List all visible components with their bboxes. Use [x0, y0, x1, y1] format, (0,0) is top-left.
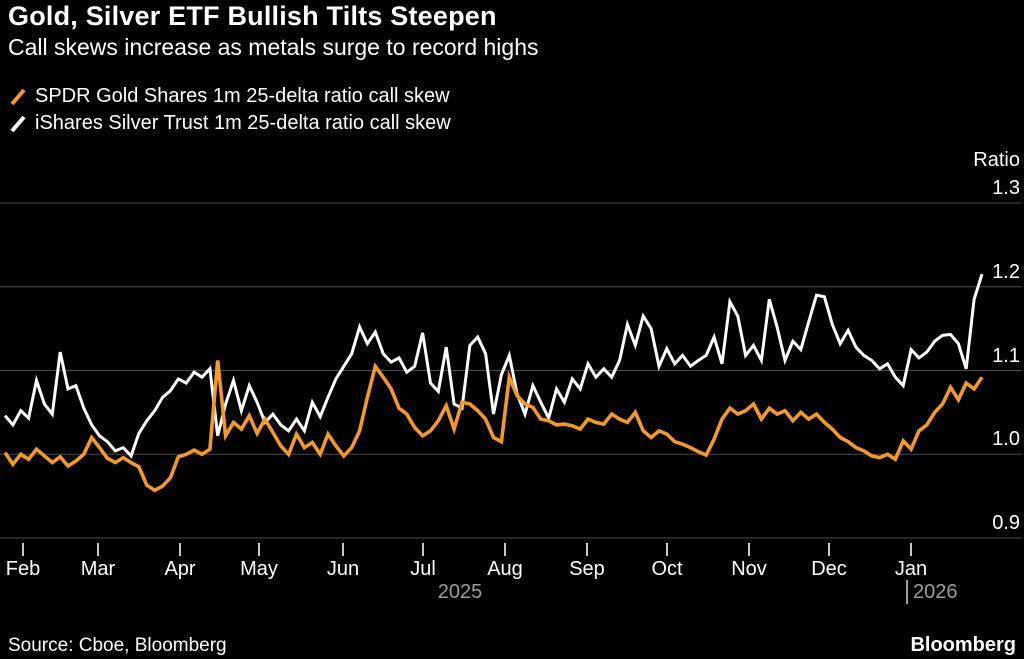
x-tick-label-May: May	[240, 558, 278, 580]
legend-item-silver: iShares Silver Trust 1m 25-delta ratio c…	[8, 110, 451, 137]
bloomberg-logo: Bloomberg	[910, 634, 1016, 656]
y-axis-title: Ratio	[973, 149, 1020, 171]
page-subtitle: Call skews increase as metals surge to r…	[8, 34, 539, 60]
x-tick-label-Feb: Feb	[5, 558, 41, 580]
x-tick-label-Oct: Oct	[651, 558, 683, 580]
gold-series-line	[3, 360, 984, 493]
x-tick-label-Sep: Sep	[569, 558, 605, 580]
legend-label-gold: SPDR Gold Shares 1m 25-delta ratio call …	[35, 85, 450, 107]
source-note: Source: Cboe, Bloomberg	[8, 635, 227, 656]
x-tick-label-Aug: Aug	[487, 558, 523, 580]
x-tick-label-Nov: Nov	[731, 558, 767, 580]
x-axis-year-2025: 2025	[437, 581, 483, 603]
silver-series-line	[3, 273, 984, 459]
gold-slash-line	[10, 88, 26, 105]
gold-slash-icon	[10, 88, 26, 105]
y-tick-label-0.9: 0.9	[992, 512, 1020, 534]
silver-slash-icon	[10, 115, 26, 132]
legend-item-gold: SPDR Gold Shares 1m 25-delta ratio call …	[8, 83, 451, 110]
x-tick-label-Jun: Jun	[326, 558, 360, 580]
x-tick-label-Apr: Apr	[164, 558, 196, 580]
page-title: Gold, Silver ETF Bullish Tilts Steepen	[8, 1, 497, 31]
y-tick-label-1.1: 1.1	[992, 344, 1020, 367]
legend-label-silver: iShares Silver Trust 1m 25-delta ratio c…	[35, 112, 451, 134]
silver-slash-line	[10, 115, 26, 132]
y-tick-label-1.0: 1.0	[992, 428, 1020, 451]
y-tick-label-1.3: 1.3	[992, 177, 1020, 199]
x-tick-label-Mar: Mar	[80, 558, 116, 580]
x-tick-label-Dec: Dec	[811, 558, 847, 580]
y-tick-label-1.2: 1.2	[992, 260, 1020, 283]
legend: SPDR Gold Shares 1m 25-delta ratio call …	[8, 83, 451, 137]
x-tick-label-Jan: Jan	[894, 558, 928, 580]
x-tick-label-Jul: Jul	[410, 558, 436, 580]
x-axis-year-2026: 2026	[906, 580, 958, 604]
